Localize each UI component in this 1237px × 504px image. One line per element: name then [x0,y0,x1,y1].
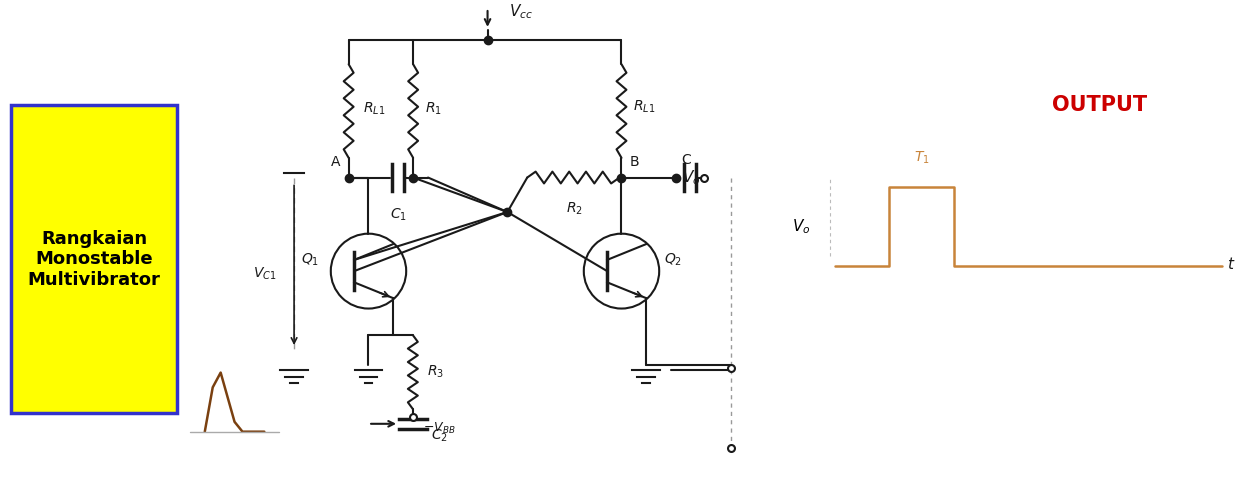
Text: $V_o$: $V_o$ [792,217,810,236]
Text: $R_2$: $R_2$ [567,201,583,217]
Text: A: A [332,155,340,169]
Text: $R_{L1}$: $R_{L1}$ [362,100,385,117]
Text: $V_{C1}$: $V_{C1}$ [252,266,276,282]
Text: $T_1$: $T_1$ [914,149,929,166]
Text: $V_{cc}$: $V_{cc}$ [510,3,533,21]
Text: $C_1$: $C_1$ [390,207,407,223]
Text: $C_2$: $C_2$ [430,427,448,444]
Text: $Q_1$: $Q_1$ [301,251,319,268]
Text: $R_3$: $R_3$ [427,364,444,381]
Text: $Q_2$: $Q_2$ [664,251,683,268]
Bar [11,105,177,413]
Text: $t$: $t$ [1227,256,1236,272]
Text: $R_1$: $R_1$ [426,100,442,117]
Text: C: C [682,153,690,167]
Text: $R_{L1}$: $R_{L1}$ [633,98,656,115]
Text: $-V_{BB}$: $-V_{BB}$ [423,421,455,436]
Text: B: B [630,155,640,169]
Text: OUTPUT: OUTPUT [1053,95,1148,115]
Text: Rangkaian
Monostable
Multivibrator: Rangkaian Monostable Multivibrator [27,229,161,289]
Text: $V_o$: $V_o$ [683,168,701,187]
